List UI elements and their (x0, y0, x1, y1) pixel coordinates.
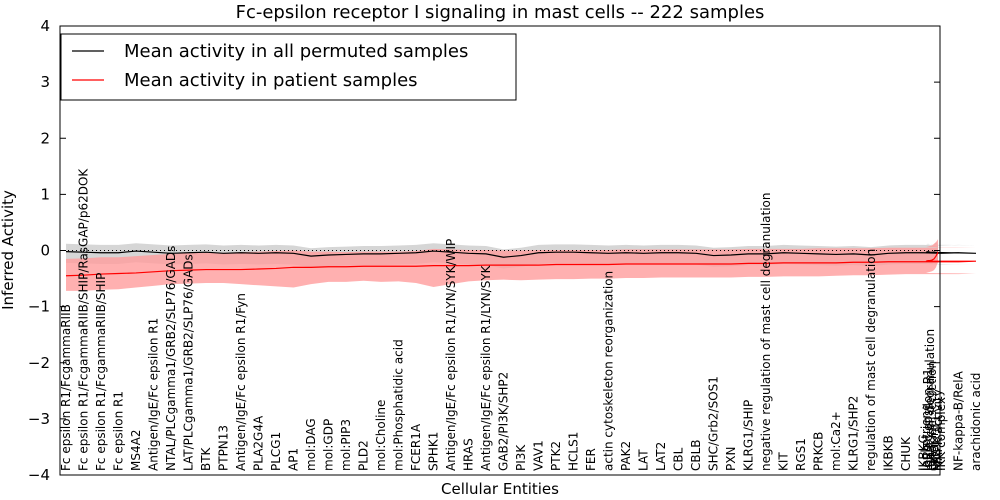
entity-label: MS4A2 (129, 430, 143, 471)
y-tick-label: 2 (40, 129, 50, 147)
entity-label: regulation of mast cell degranulation (864, 249, 878, 471)
entity-label: KIT (777, 452, 791, 471)
y-tick-label: 1 (40, 185, 50, 203)
y-tick-label: −2 (28, 354, 50, 372)
entity-label: Antigen/IgE/Fc epsilon R1/Fyn (234, 293, 248, 471)
y-tick-label: −3 (28, 410, 50, 428)
entity-label: Fc epsilon R1/FcgammaRIIB (59, 304, 73, 471)
entity-label: mol:DAG (304, 418, 318, 471)
entity-label: mol:GDP (322, 419, 336, 471)
y-tick-label: 4 (40, 17, 50, 35)
entity-label: calcium (927, 424, 941, 471)
entity-label: mol:Ca2+ (829, 411, 843, 471)
entity-label: FCER1A (409, 423, 423, 471)
legend-label-permuted: Mean activity in all permuted samples (124, 41, 468, 62)
y-axis-label: Inferred Activity (0, 190, 17, 310)
entity-label: NF-kappa-B/RelA (952, 370, 966, 471)
entity-label: CBL (672, 447, 686, 471)
entity-label: Fc epsilon R1/FcgammaRIIB/SHIP (94, 273, 108, 471)
entity-label: SHC/Grb2/SOS1 (707, 376, 721, 471)
entity-labels: Fc epsilon R1/FcgammaRIIB Fc epsilon R1/F… (59, 168, 983, 471)
entity-label: AP1 (287, 448, 301, 471)
entity-label: BTK (199, 446, 213, 471)
entity-label: NTAL/PLCgamma1/GRB2/SLP76/GADs (164, 246, 178, 471)
entity-label: Antigen/IgE/Fc epsilon R1/LYN/SYK/WIP (444, 239, 458, 471)
entity-label: PLCG1 (269, 432, 283, 471)
entity-label: LAT (637, 449, 651, 471)
entity-label: KLRG1/SHP2 (847, 396, 861, 471)
y-tick-label: 3 (40, 73, 50, 91)
entity-label: MAPK activity (931, 389, 945, 471)
entity-label: actin cytoskeleton reorganization (602, 271, 616, 471)
entity-label: cytokine secretion (925, 361, 939, 471)
entity-label: PLD2 (357, 440, 371, 471)
entity-label: HCLS1 (567, 432, 581, 471)
entity-label: FER (584, 448, 598, 471)
series-line-0 (65, 250, 977, 258)
entity-label: leukotriene (919, 403, 933, 471)
legend: Mean activity in all permuted samples Me… (60, 33, 517, 101)
y-tick-label: −4 (28, 466, 50, 484)
y-tick-label: −1 (28, 298, 50, 316)
entity-label: Fc epsilon R1/FcgammaRIIB/SHIP/RasGAP/p6… (77, 168, 91, 471)
entity-label: mol:Choline (374, 400, 388, 471)
entity-label: IKBKB (882, 435, 896, 471)
entity-label: mast cell degranulation (923, 329, 937, 471)
entity-label: CBLB (689, 439, 703, 471)
legend-label-patient: Mean activity in patient samples (124, 70, 418, 91)
entity-label: Antigen/IgE/Fc epsilon R1 (147, 318, 161, 471)
entity-label: CHUK (899, 436, 913, 471)
entity-label: PTPN13 (217, 425, 231, 471)
entity-label: RGS1 (794, 438, 808, 471)
entity-label: PI3K (514, 444, 528, 471)
entity-label: Antigen/IgE/Fc epsilon R1/LYN/SYK (479, 264, 493, 471)
entity-label: VAV1 (532, 440, 546, 471)
series-line-1 (65, 251, 977, 277)
entity-label: mol:Phosphatidic acid (392, 339, 406, 471)
entity-label: PAK2 (619, 441, 633, 471)
entity-label: IKK complex (934, 397, 948, 471)
entity-label: SPHK1 (427, 432, 441, 471)
entity-label: mol:PIP3 (339, 419, 353, 471)
entity-label: LAT2 (654, 442, 668, 471)
entity-label: IKBKG (917, 434, 931, 471)
chart-title: Fc-epsilon receptor I signaling in mast … (236, 2, 765, 23)
entity-label: Fc epsilon R1 (112, 391, 126, 471)
legend-box (60, 33, 517, 101)
entity-label: KLRG1/SHIP (742, 400, 756, 471)
entity-label: LAT/PLCgamma1/GRB2/SLP76/GADs (182, 254, 196, 471)
entity-label: arachidonic acid (969, 373, 983, 471)
plot-frame (59, 25, 941, 476)
y-axis-ticks: −4 −3 −2 −1 0 1 2 3 4 (28, 17, 940, 484)
entity-label: PTK2 (549, 441, 563, 471)
entity-label: PLA2G4A (252, 415, 266, 471)
entity-label: PXN (724, 447, 738, 471)
entity-label: PRKCB (812, 432, 826, 471)
x-axis-label: Cellular Entities (441, 480, 559, 498)
y-tick-label: 0 (40, 242, 50, 260)
entity-label: negative regulation of mast cell degranu… (759, 192, 773, 471)
entity-label: HRAS (462, 438, 476, 471)
entity-label: GAB2/PI3K/SHP2 (497, 372, 511, 471)
series-lines (65, 250, 977, 277)
entity-label: IgE/Fc epsilon R1 (921, 368, 935, 471)
